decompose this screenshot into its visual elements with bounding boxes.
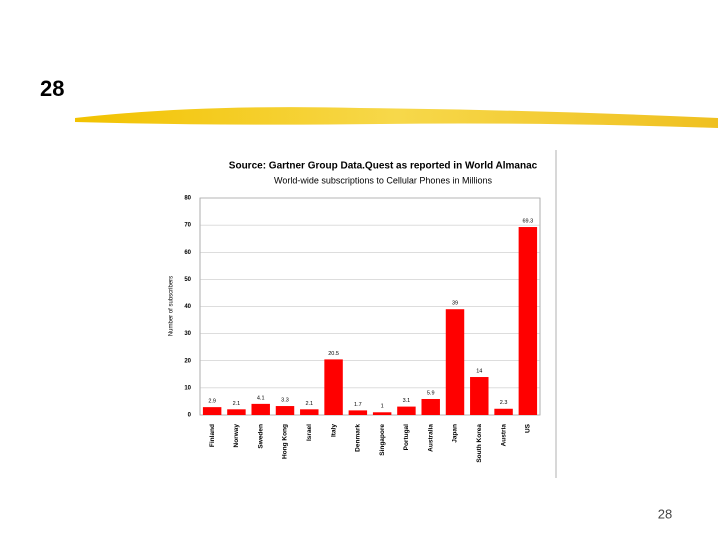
x-tick-label: Finland bbox=[209, 424, 216, 447]
y-tick-label: 0 bbox=[188, 413, 192, 419]
bar bbox=[397, 406, 416, 415]
data-label: 39 bbox=[452, 301, 458, 307]
bar bbox=[202, 407, 222, 415]
y-tick-label: 60 bbox=[184, 250, 191, 256]
x-tick-label: Singapore bbox=[379, 424, 386, 456]
chart-title: Source: Gartner Group Data.Quest as repo… bbox=[229, 161, 538, 172]
y-tick-label: 40 bbox=[184, 304, 191, 310]
y-axis-label: Number of subscribers bbox=[169, 276, 175, 336]
x-tick-label: Austria bbox=[500, 424, 507, 447]
bar bbox=[421, 398, 440, 415]
y-tick-label: 10 bbox=[184, 385, 191, 391]
data-label: 1.7 bbox=[354, 402, 362, 408]
bar bbox=[445, 309, 465, 415]
y-tick-label: 20 bbox=[184, 358, 191, 364]
x-tick-label: Israel bbox=[306, 424, 313, 441]
data-label: 4.1 bbox=[257, 395, 265, 401]
x-tick-label: US bbox=[525, 423, 532, 433]
x-tick-label: Sweden bbox=[257, 424, 264, 449]
data-label: 1 bbox=[381, 404, 384, 410]
x-tick-label: Portugal bbox=[403, 424, 410, 451]
data-label: 3.3 bbox=[281, 398, 289, 404]
bar bbox=[251, 403, 270, 415]
bar bbox=[494, 408, 513, 415]
chart-subtitle: World-wide subscriptions to Cellular Pho… bbox=[274, 175, 492, 185]
x-tick-label: Hong Kong bbox=[282, 424, 289, 459]
data-label: 2.9 bbox=[208, 399, 216, 405]
y-tick-label: 70 bbox=[184, 223, 191, 229]
bar bbox=[324, 359, 343, 415]
brush-stroke bbox=[75, 107, 718, 128]
bar bbox=[518, 227, 538, 415]
data-label: 69.3 bbox=[522, 218, 533, 224]
x-tick-label: Norway bbox=[233, 424, 240, 448]
slide-title: 28 bbox=[40, 76, 64, 101]
y-tick-label: 30 bbox=[184, 331, 191, 337]
bar bbox=[275, 406, 295, 415]
data-label: 2.3 bbox=[500, 400, 508, 406]
x-tick-label: Japan bbox=[452, 424, 459, 443]
data-label: 20.5 bbox=[328, 351, 339, 357]
bar bbox=[227, 409, 246, 415]
x-tick-label: Italy bbox=[330, 424, 337, 437]
x-tick-label: Australia bbox=[427, 424, 434, 452]
page-number: 28 bbox=[658, 506, 672, 521]
x-tick-label: Denmark bbox=[355, 424, 362, 452]
bar bbox=[348, 410, 368, 415]
data-label: 3.1 bbox=[403, 398, 411, 404]
y-tick-label: 80 bbox=[184, 196, 191, 202]
data-label: 2.1 bbox=[233, 401, 241, 407]
data-label: 14 bbox=[476, 368, 482, 374]
bar bbox=[300, 409, 319, 415]
y-tick-label: 50 bbox=[184, 277, 191, 283]
data-label: 2.1 bbox=[305, 401, 313, 407]
bar bbox=[470, 377, 489, 415]
data-label: 5.9 bbox=[427, 390, 435, 396]
bar bbox=[372, 412, 392, 415]
x-tick-label: South Korea bbox=[476, 424, 483, 463]
